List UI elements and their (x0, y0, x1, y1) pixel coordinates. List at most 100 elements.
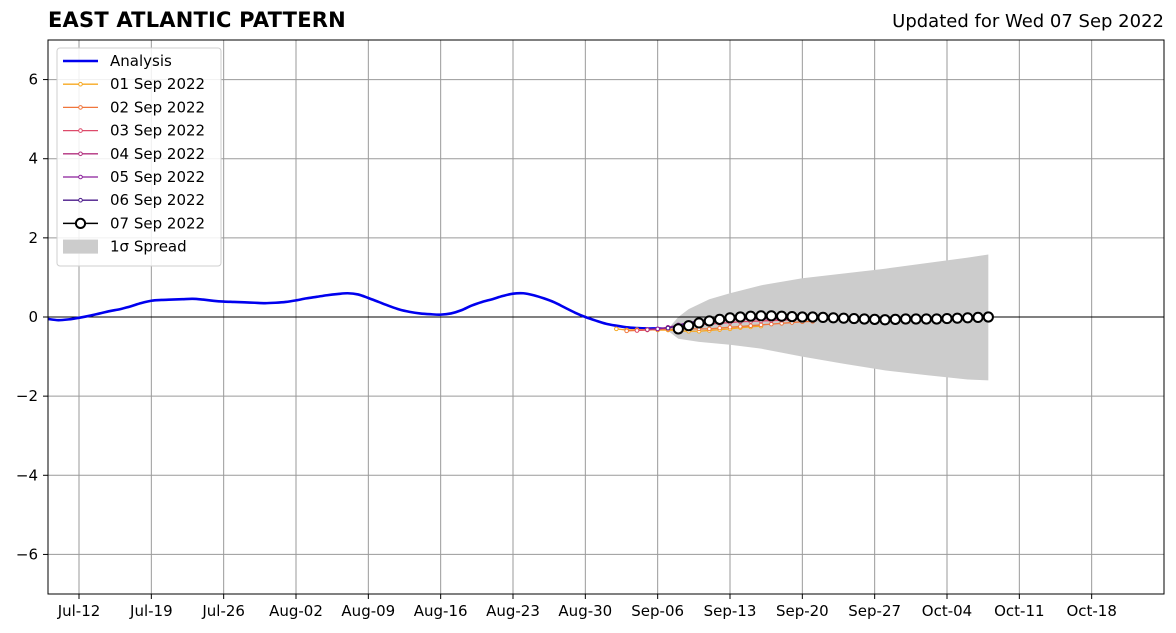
forecast-point (858, 313, 870, 325)
x-tick-label: Jul-12 (57, 602, 101, 620)
forecast-point (972, 311, 984, 323)
forecast-point (920, 313, 932, 325)
y-tick-label: 2 (28, 229, 38, 247)
forecast-point (879, 314, 891, 326)
forecast-point (748, 323, 753, 329)
forecast-point (714, 313, 726, 325)
x-tick-label: Aug-16 (414, 602, 468, 620)
x-tick-label: Oct-18 (1066, 602, 1116, 620)
x-tick-label: Aug-23 (486, 602, 540, 620)
legend-marker-swatch (78, 197, 83, 203)
forecast-point (758, 322, 764, 328)
legend-item-05-sep-2022: 05 Sep 2022 (63, 168, 205, 186)
x-tick-label: Sep-06 (631, 602, 684, 620)
legend-label: 06 Sep 2022 (110, 191, 205, 209)
forecast-point (665, 325, 671, 331)
forecast-point (900, 313, 912, 325)
chart-title: EAST ATLANTIC PATTERN (48, 8, 346, 32)
forecast-point (755, 310, 767, 322)
legend-item-01-sep-2022: 01 Sep 2022 (63, 75, 205, 93)
forecast-point (769, 321, 774, 327)
legend-spread-swatch (63, 239, 98, 254)
x-tick-label: Jul-26 (201, 602, 245, 620)
legend-label: 07 Sep 2022 (110, 214, 205, 232)
forecast-point (941, 312, 953, 325)
forecast-point (724, 312, 736, 324)
forecast-point (889, 313, 901, 325)
forecast-point (727, 324, 733, 330)
legend-label: 02 Sep 2022 (110, 98, 205, 116)
y-tick-label: 6 (28, 71, 38, 89)
forecast-point (672, 323, 684, 335)
forecast-point (776, 310, 788, 322)
chart-subtitle: Updated for Wed 07 Sep 2022 (892, 11, 1164, 32)
forecast-point (614, 326, 619, 332)
forecast-point (645, 327, 650, 332)
y-tick-label: −6 (16, 545, 38, 563)
forecast-point (827, 312, 839, 324)
legend-label: Analysis (110, 52, 172, 70)
forecast-point (951, 312, 963, 324)
forecast-point (817, 311, 829, 323)
forecast-point (655, 326, 660, 332)
forecast-point (807, 311, 819, 323)
legend-item-04-sep-2022: 04 Sep 2022 (63, 145, 205, 163)
legend-label: 04 Sep 2022 (110, 145, 205, 163)
forecast-point (683, 320, 695, 332)
forecast-point (703, 315, 715, 327)
forecast-point (931, 313, 943, 325)
legend-label: 01 Sep 2022 (110, 75, 205, 93)
legend: Analysis 01 Sep 2022 02 Sep 2022 03 Sep 202… (56, 47, 222, 267)
x-tick-label: Sep-20 (776, 602, 829, 620)
legend-item-1-spread: 1σ Spread (63, 238, 187, 256)
axis-layer: Jul-12 Jul-19 Jul-26 Aug-02 Aug-09 Aug-16 Aug-… (16, 71, 1117, 620)
forecast-point (707, 326, 712, 332)
legend-item-07-sep-2022: 07 Sep 2022 (63, 214, 205, 232)
y-tick-label: 0 (28, 308, 38, 326)
legend-marker-swatch (74, 217, 87, 229)
x-tick-label: Oct-04 (922, 602, 972, 620)
y-tick-label: −2 (16, 387, 38, 405)
forecast-point (693, 317, 705, 329)
x-tick-label: Sep-13 (704, 602, 757, 620)
legend-item-03-sep-2022: 03 Sep 2022 (63, 122, 205, 140)
x-tick-label: Aug-02 (269, 602, 323, 620)
forecast-point (869, 313, 881, 325)
analysis-line (47, 291, 669, 331)
legend-label: 05 Sep 2022 (110, 168, 205, 186)
legend-item-02-sep-2022: 02 Sep 2022 (63, 98, 205, 116)
forecast-point (786, 311, 798, 323)
forecast-point (624, 328, 629, 334)
x-tick-label: Oct-11 (994, 602, 1044, 620)
legend-marker-swatch (78, 81, 83, 87)
forecast-point (745, 310, 757, 322)
x-tick-label: Aug-30 (558, 602, 612, 620)
legend-item-analysis: Analysis (63, 52, 172, 70)
legend-label: 03 Sep 2022 (110, 122, 205, 140)
x-tick-label: Aug-09 (341, 602, 395, 620)
forecast-point (734, 311, 746, 323)
forecast-point (717, 325, 722, 331)
legend-marker-swatch (78, 151, 83, 157)
forecast-point (848, 312, 860, 325)
forecast-point (838, 312, 850, 324)
series-layer (47, 291, 994, 335)
legend-item-06-sep-2022: 06 Sep 2022 (63, 191, 205, 209)
legend-marker-swatch (78, 174, 83, 180)
legend-label: 1σ Spread (110, 238, 187, 256)
x-tick-label: Sep-27 (848, 602, 901, 620)
legend-marker-swatch (78, 105, 83, 110)
forecast-point (738, 324, 743, 329)
forecast-point (634, 328, 640, 333)
forecast-point (796, 311, 808, 323)
forecast-point (982, 311, 994, 323)
x-tick-label: Jul-19 (129, 602, 173, 620)
forecast-series-07-sep-2022 (672, 310, 994, 335)
forecast-point (910, 313, 922, 325)
y-tick-label: −4 (16, 466, 38, 484)
forecast-point (765, 310, 777, 322)
legend-marker-swatch (78, 128, 83, 133)
y-tick-label: 4 (28, 150, 38, 168)
forecast-point (962, 312, 974, 324)
